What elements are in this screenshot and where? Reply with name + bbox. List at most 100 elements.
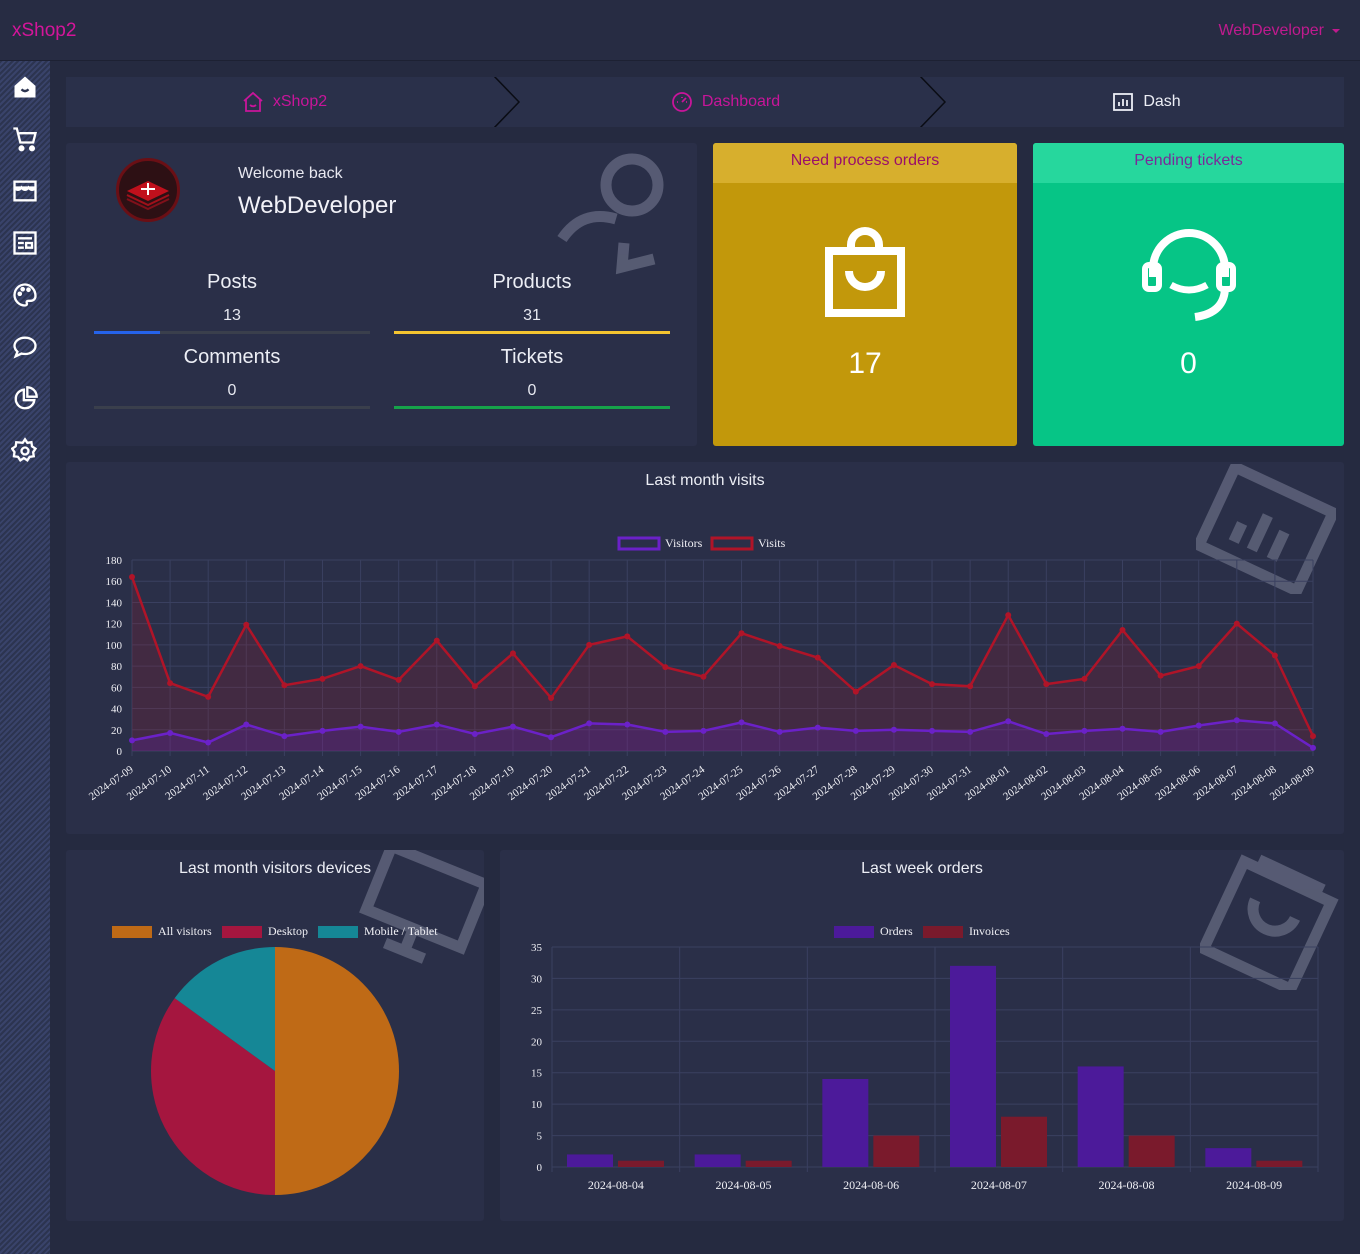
x-tick-label: 2024-08-06 [843, 1178, 899, 1192]
data-point [967, 728, 974, 735]
data-point [509, 723, 516, 730]
breadcrumb-item-home[interactable]: xShop2 [66, 77, 502, 127]
series-area [132, 576, 1313, 751]
data-point [1310, 733, 1316, 740]
chat-icon[interactable] [11, 333, 39, 361]
data-point [967, 683, 974, 690]
pie-chart-icon[interactable] [11, 385, 39, 413]
x-tick-label: 2024-08-08 [1099, 1178, 1155, 1192]
stat-value: 0 [227, 382, 237, 399]
data-point [1271, 652, 1278, 659]
bar [694, 1154, 741, 1167]
legend-swatch [112, 926, 152, 938]
legend-label: Invoices [969, 924, 1010, 938]
stat-progress-fill [94, 331, 161, 334]
chart-watermark-icon [1196, 464, 1336, 594]
data-point [1043, 681, 1050, 688]
data-point [738, 719, 745, 726]
devices-pie-chart: All visitors Desktop Mobile / Tablet [112, 924, 438, 1195]
data-point [814, 654, 821, 661]
tickets-tile[interactable]: Pending tickets 0 [1033, 143, 1344, 446]
y-tick-label: 15 [531, 1068, 543, 1080]
data-point [1005, 718, 1012, 725]
data-point [662, 728, 669, 735]
bar [618, 1160, 664, 1167]
y-tick-label: 140 [106, 597, 123, 609]
stat-progress [94, 406, 370, 409]
stat-value: 31 [523, 307, 541, 324]
stat-label: Posts [206, 271, 258, 293]
data-point [395, 676, 402, 683]
stat-products[interactable]: Products 31 [394, 271, 670, 334]
data-point [205, 739, 212, 746]
y-tick-label: 0 [117, 746, 123, 758]
data-point [890, 726, 897, 733]
speedometer-icon [671, 92, 692, 112]
bar [1077, 1066, 1124, 1167]
breadcrumb-label: Dashboard [701, 93, 781, 110]
data-point [129, 737, 135, 744]
data-point [662, 664, 669, 671]
palette-icon[interactable] [11, 281, 39, 309]
data-point [471, 731, 478, 738]
y-tick-label: 5 [537, 1131, 543, 1143]
stat-progress-fill [394, 406, 670, 409]
bar [1256, 1160, 1303, 1167]
data-point [1195, 722, 1202, 729]
y-tick-label: 180 [106, 555, 123, 567]
stat-progress [394, 406, 670, 409]
chart-icon [1113, 93, 1134, 111]
data-point [509, 650, 516, 657]
data-point [929, 727, 936, 734]
data-point [205, 693, 212, 700]
stat-posts[interactable]: Posts 13 [94, 271, 370, 334]
breadcrumb-item-dashboard[interactable]: Dashboard [502, 77, 948, 127]
avatar [116, 158, 180, 222]
x-tick-label: 2024-08-04 [588, 1178, 644, 1192]
visits-line-chart: 0204060801001201401601802024-07-092024-0… [87, 536, 1317, 803]
pie-slice [174, 947, 275, 1071]
data-point [471, 683, 478, 690]
series-area [132, 720, 1313, 751]
data-point [890, 662, 897, 669]
data-point [433, 637, 440, 644]
breadcrumb-label: Dash [1143, 93, 1181, 110]
legend-swatch [222, 926, 262, 938]
x-tick-label: 2024-08-05 [716, 1178, 772, 1192]
cart-icon[interactable] [11, 125, 39, 153]
stat-tickets[interactable]: Tickets 0 [394, 346, 670, 409]
chart-title: Last month visits [645, 472, 765, 489]
legend-swatch [923, 926, 963, 938]
bar [873, 1135, 920, 1167]
orders-chart-card: Last week orders 0 5 10 15 20 25 30 35 2024-08-0… [500, 850, 1344, 1221]
brand-link[interactable]: xShop2 [12, 20, 77, 41]
data-point [281, 682, 288, 689]
stat-comments[interactable]: Comments 0 [94, 346, 370, 409]
data-point [1157, 672, 1164, 679]
data-point [738, 630, 745, 637]
home-icon [243, 91, 263, 112]
legend-swatch [617, 536, 661, 551]
home-icon[interactable] [11, 73, 39, 101]
data-point [776, 642, 783, 649]
store-icon[interactable] [11, 177, 39, 205]
data-point [586, 641, 593, 648]
series-line [131, 718, 1314, 749]
bar [567, 1154, 613, 1167]
user-menu-dropdown[interactable]: WebDeveloper [1218, 22, 1340, 40]
data-point [548, 734, 555, 741]
orders-count: 17 [848, 347, 882, 380]
y-tick-label: 30 [531, 973, 543, 985]
y-tick-label: 40 [111, 704, 123, 716]
bar [1205, 1148, 1252, 1167]
article-icon[interactable] [11, 229, 39, 257]
headset-icon [1141, 229, 1236, 321]
settings-icon[interactable] [11, 437, 39, 465]
devices-chart-card: Last month visitors devices All visitors… [66, 850, 484, 1221]
data-point [1233, 717, 1240, 724]
user-watermark-icon [557, 153, 664, 275]
data-point [1119, 725, 1126, 732]
orders-tile[interactable]: Need process orders 17 [713, 143, 1017, 446]
data-point [814, 724, 821, 731]
data-point [357, 723, 364, 730]
